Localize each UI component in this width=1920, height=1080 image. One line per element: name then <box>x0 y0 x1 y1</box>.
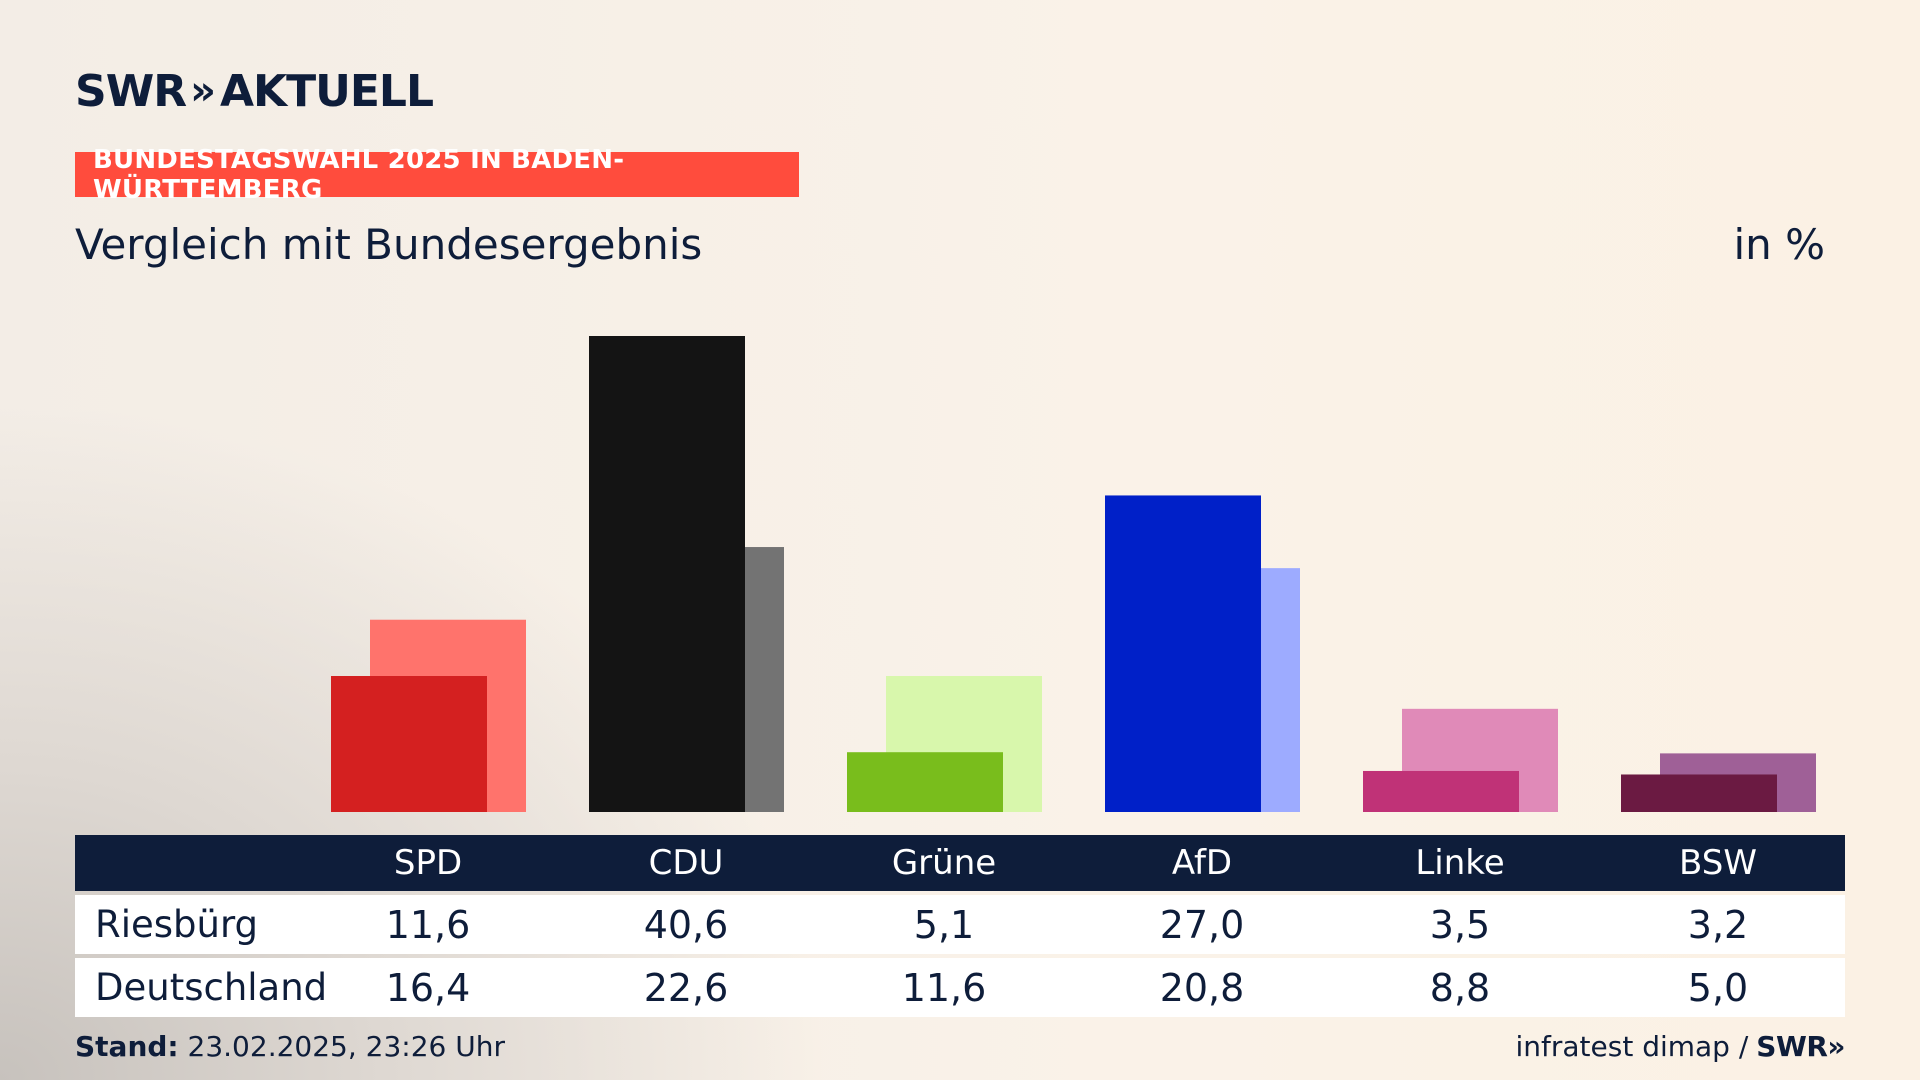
bar-riesburg-cdu <box>589 336 745 812</box>
row-label: Riesbürg <box>95 903 259 946</box>
bar-riesburg-bsw <box>1621 774 1777 812</box>
swr-aktuell-logo: SWR » AKTUELL <box>75 65 434 117</box>
table-cell: 22,6 <box>643 965 729 1010</box>
results-table: SPD CDU Grüne AfD Linke BSW Riesbürg 11,6 40,6… <box>75 835 1845 1017</box>
logo-swr-text: SWR <box>75 65 187 117</box>
chart-unit: in % <box>1733 220 1825 269</box>
table-header-row: SPD CDU Grüne AfD Linke BSW <box>75 835 1845 891</box>
table-cell: 27,0 <box>1159 902 1245 947</box>
column-header-grüne: Grüne <box>891 843 997 883</box>
swr-small-logo: SWR» <box>1756 1030 1845 1063</box>
column-header-linke: Linke <box>1415 843 1505 883</box>
table-cell: 11,6 <box>901 965 987 1010</box>
stand-value: 23.02.2025, 23:26 Uhr <box>187 1030 505 1063</box>
chart-subtitle: Vergleich mit Bundesergebnis <box>75 220 703 269</box>
bar-riesburg-linke <box>1363 770 1519 812</box>
table-cell: 8,8 <box>1429 965 1491 1010</box>
table-cell: 5,1 <box>913 902 975 947</box>
table-row-deutschland: Deutschland 16,4 22,6 11,6 20,8 8,8 5,0 <box>75 958 1845 1017</box>
table-row-riesburg: Riesbürg 11,6 40,6 5,1 27,0 3,5 3,2 <box>75 895 1845 954</box>
table-cell: 40,6 <box>643 902 729 947</box>
election-badge: BUNDESTAGSWAHL 2025 IN BADEN-WÜRTTEMBERG <box>75 145 799 205</box>
table-cell: 11,6 <box>385 902 471 947</box>
logo-aktuell-text: AKTUELL <box>219 65 434 117</box>
bar-riesburg-spd <box>331 676 487 812</box>
table-cell: 5,0 <box>1687 965 1749 1010</box>
column-header-afd: AfD <box>1171 843 1233 883</box>
bar-chart <box>331 336 1816 812</box>
timestamp: Stand: 23.02.2025, 23:26 Uhr <box>75 1030 505 1063</box>
stand-label: Stand: <box>75 1030 179 1063</box>
bar-riesburg-grüne <box>847 752 1003 812</box>
column-header-spd: SPD <box>393 843 463 883</box>
row-label: Deutschland <box>95 966 328 1009</box>
table-cell: 3,5 <box>1429 902 1491 947</box>
column-header-cdu: CDU <box>648 843 724 883</box>
table-cell: 3,2 <box>1687 902 1749 947</box>
source-text: infratest dimap / <box>1515 1030 1749 1063</box>
source-credit: infratest dimap / SWR» <box>1515 1030 1845 1063</box>
column-header-bsw: BSW <box>1679 843 1757 883</box>
bar-riesburg-afd <box>1105 495 1261 812</box>
table-cell: 20,8 <box>1159 965 1245 1010</box>
table-cell: 16,4 <box>385 965 471 1010</box>
